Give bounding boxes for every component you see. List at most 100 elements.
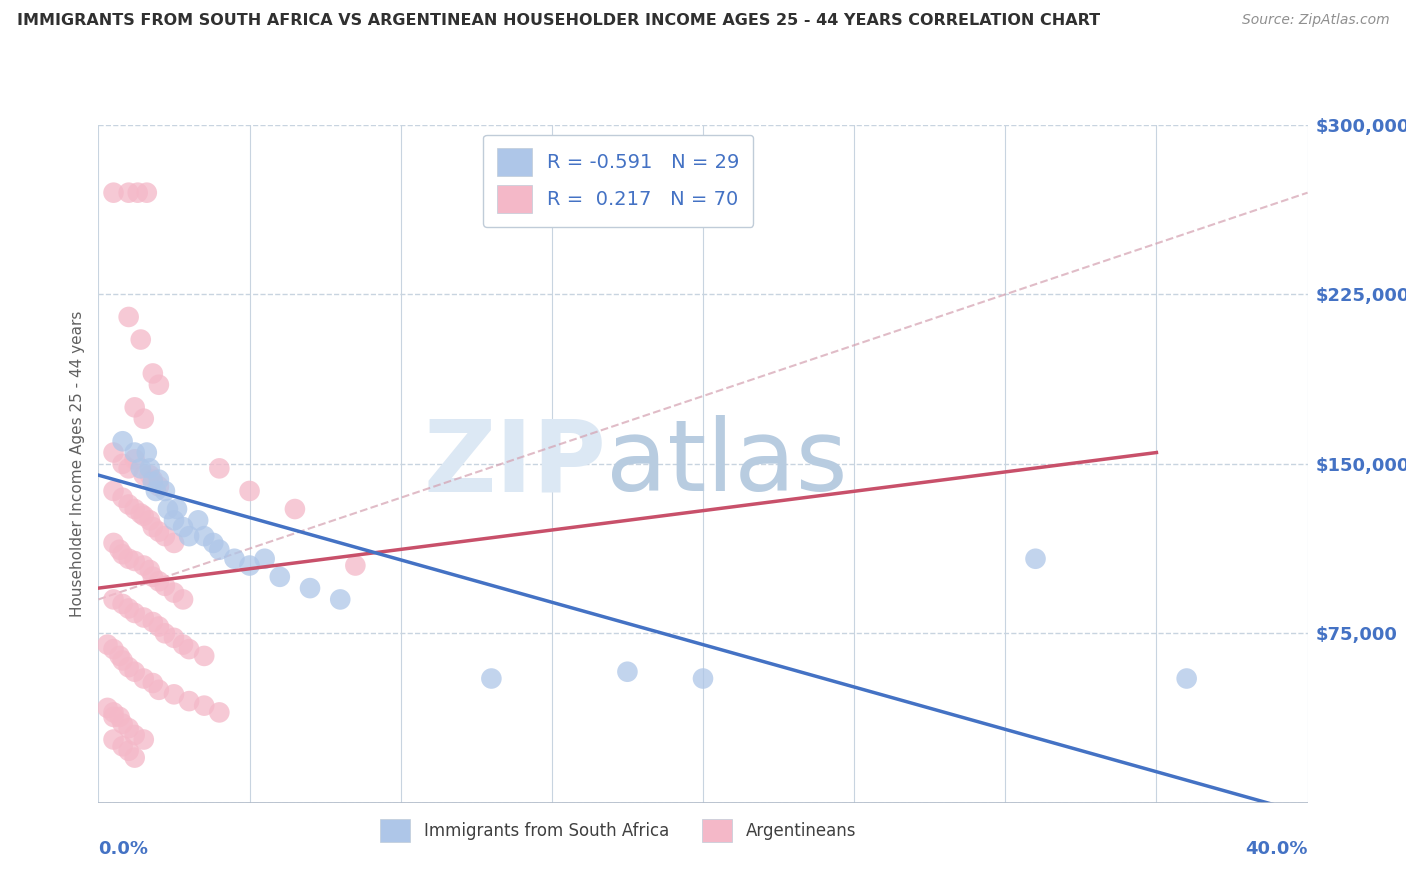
- Point: [616, 665, 638, 679]
- Point: [111, 597, 134, 611]
- Text: IMMIGRANTS FROM SOUTH AFRICA VS ARGENTINEAN HOUSEHOLDER INCOME AGES 25 - 44 YEAR: IMMIGRANTS FROM SOUTH AFRICA VS ARGENTIN…: [17, 13, 1099, 29]
- Point: [96, 638, 118, 652]
- Point: [329, 592, 352, 607]
- Point: [284, 502, 307, 516]
- Point: [1175, 672, 1198, 686]
- Point: [224, 551, 246, 566]
- Point: [118, 660, 141, 674]
- Point: [129, 461, 152, 475]
- Point: [111, 491, 134, 505]
- Point: [127, 186, 149, 200]
- Point: [103, 186, 125, 200]
- Point: [139, 563, 162, 577]
- Point: [132, 672, 155, 686]
- Point: [299, 581, 322, 595]
- Point: [148, 619, 170, 633]
- Point: [344, 558, 367, 573]
- Point: [132, 610, 155, 624]
- Point: [118, 498, 141, 512]
- Point: [111, 457, 134, 471]
- Point: [111, 547, 134, 561]
- Point: [142, 367, 165, 381]
- Point: [132, 411, 155, 425]
- Point: [124, 554, 146, 568]
- Point: [148, 574, 170, 589]
- Point: [253, 551, 276, 566]
- Point: [163, 585, 186, 599]
- Point: [239, 558, 262, 573]
- Point: [135, 186, 157, 200]
- Point: [208, 706, 231, 720]
- Point: [166, 502, 188, 516]
- Point: [132, 732, 155, 747]
- Point: [139, 513, 162, 527]
- Point: [193, 648, 215, 663]
- Text: Source: ZipAtlas.com: Source: ZipAtlas.com: [1241, 13, 1389, 28]
- Point: [108, 710, 131, 724]
- Point: [139, 468, 162, 483]
- Point: [96, 701, 118, 715]
- Point: [148, 479, 170, 493]
- Point: [135, 445, 157, 459]
- Point: [193, 529, 215, 543]
- Point: [148, 524, 170, 539]
- Text: 0.0%: 0.0%: [98, 840, 149, 858]
- Point: [118, 601, 141, 615]
- Point: [132, 508, 155, 523]
- Point: [163, 631, 186, 645]
- Point: [187, 513, 209, 527]
- Point: [103, 592, 125, 607]
- Legend: Immigrants from South Africa, Argentineans: Immigrants from South Africa, Argentinea…: [371, 808, 866, 852]
- Point: [103, 706, 125, 720]
- Point: [153, 529, 176, 543]
- Point: [202, 536, 225, 550]
- Point: [177, 694, 201, 708]
- Point: [111, 434, 134, 449]
- Point: [692, 672, 714, 686]
- Point: [1024, 551, 1046, 566]
- Point: [124, 502, 146, 516]
- Point: [156, 502, 179, 516]
- Point: [172, 592, 194, 607]
- Point: [111, 716, 134, 731]
- Point: [142, 570, 165, 584]
- Point: [111, 653, 134, 667]
- Point: [132, 468, 155, 483]
- Point: [103, 732, 125, 747]
- Point: [208, 461, 231, 475]
- Point: [129, 333, 152, 347]
- Point: [111, 739, 134, 754]
- Point: [124, 728, 146, 742]
- Point: [124, 452, 146, 467]
- Point: [118, 551, 141, 566]
- Point: [118, 461, 141, 475]
- Text: atlas: atlas: [606, 416, 848, 512]
- Point: [208, 542, 231, 557]
- Point: [148, 682, 170, 697]
- Point: [153, 579, 176, 593]
- Point: [124, 665, 146, 679]
- Point: [142, 520, 165, 534]
- Point: [145, 483, 167, 498]
- Point: [103, 445, 125, 459]
- Point: [124, 445, 146, 459]
- Point: [163, 687, 186, 701]
- Point: [153, 626, 176, 640]
- Point: [118, 186, 141, 200]
- Point: [193, 698, 215, 713]
- Point: [481, 672, 503, 686]
- Point: [124, 401, 146, 415]
- Point: [177, 529, 201, 543]
- Point: [148, 377, 170, 392]
- Text: ZIP: ZIP: [423, 416, 606, 512]
- Point: [153, 483, 176, 498]
- Point: [103, 536, 125, 550]
- Point: [103, 642, 125, 657]
- Point: [172, 520, 194, 534]
- Y-axis label: Householder Income Ages 25 - 44 years: Householder Income Ages 25 - 44 years: [69, 310, 84, 617]
- Point: [269, 570, 291, 584]
- Point: [129, 507, 152, 521]
- Point: [239, 483, 262, 498]
- Point: [124, 606, 146, 620]
- Point: [103, 483, 125, 498]
